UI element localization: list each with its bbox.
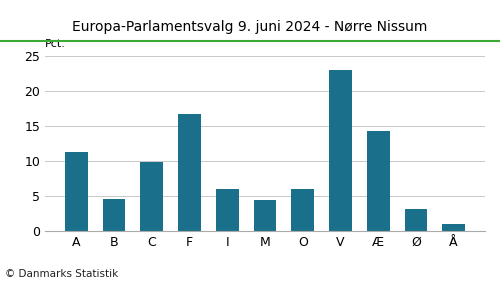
Bar xyxy=(442,224,465,231)
Bar xyxy=(404,209,427,231)
Bar xyxy=(254,200,276,231)
Text: © Danmarks Statistik: © Danmarks Statistik xyxy=(5,269,118,279)
Bar xyxy=(367,131,390,231)
Text: Europa-Parlamentsvalg 9. juni 2024 - Nørre Nissum: Europa-Parlamentsvalg 9. juni 2024 - Nør… xyxy=(72,20,428,34)
Bar xyxy=(65,152,88,231)
Bar xyxy=(292,189,314,231)
Bar xyxy=(178,114,201,231)
Text: Pct.: Pct. xyxy=(45,39,66,49)
Bar xyxy=(329,70,352,231)
Bar xyxy=(102,199,126,231)
Bar xyxy=(140,162,163,231)
Bar xyxy=(216,189,238,231)
